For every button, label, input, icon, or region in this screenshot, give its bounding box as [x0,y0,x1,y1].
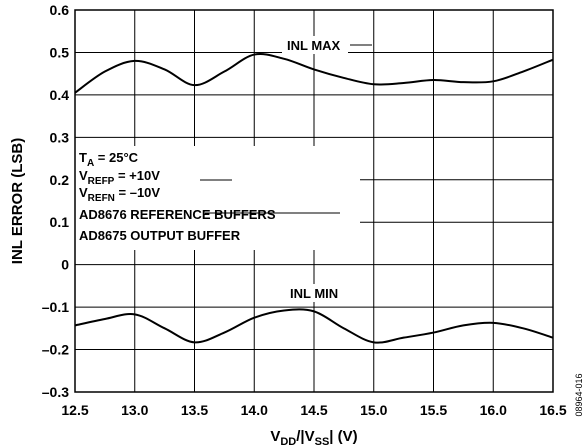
annotation-vrefn: VREFN = –10V [79,185,160,204]
y-tick-label: 0.1 [50,214,70,230]
y-tick-label: –0.2 [42,342,69,358]
y-axis-tick-labels: –0.3 –0.2 –0.1 0 0.1 0.2 0.3 0.4 0.5 0.6 [42,2,69,400]
y-tick-label: –0.1 [42,299,69,315]
x-axis-title: VDD/|VSS| (V) [270,428,357,446]
series-label-background [282,36,348,54]
x-tick-label: 13.5 [181,402,208,418]
y-tick-label: –0.3 [42,384,69,400]
y-tick-label: 0.3 [50,129,70,145]
x-tick-label: 15.0 [360,402,387,418]
series-label-inl-max: INL MAX [287,38,341,53]
series-label-inl-min: INL MIN [290,286,338,301]
annotation-reference-buffers: AD8676 REFERENCE BUFFERS [79,207,276,222]
x-axis-tick-labels: 12.5 13.0 13.5 14.0 14.5 15.0 15.5 16.0 16.5 [61,402,566,418]
x-tick-label: 14.5 [300,402,327,418]
y-tick-label: 0.5 [50,44,70,60]
y-tick-label: 0.2 [50,172,70,188]
series-line-inl-min [74,308,554,344]
x-tick-label: 13.0 [121,402,148,418]
annotation-background [64,146,360,250]
series-label-background [286,284,344,302]
annotation-temperature: TA = 25°C [79,150,139,169]
y-tick-label: 0.4 [50,87,70,103]
y-axis-title: INL ERROR (LSB) [9,138,26,264]
figure-id: 08964-016 [574,373,584,416]
y-tick-label: 0 [61,257,69,273]
plot-frame [74,9,554,393]
series-line-inl-max [74,52,554,94]
x-tick-label: 14.0 [241,402,268,418]
x-tick-label: 16.0 [480,402,507,418]
x-tick-label: 15.5 [420,402,447,418]
x-tick-label: 16.5 [539,402,566,418]
y-tick-label: 0.6 [50,2,70,18]
x-tick-label: 12.5 [61,402,88,418]
annotation-output-buffer: AD8675 OUTPUT BUFFER [79,228,241,243]
